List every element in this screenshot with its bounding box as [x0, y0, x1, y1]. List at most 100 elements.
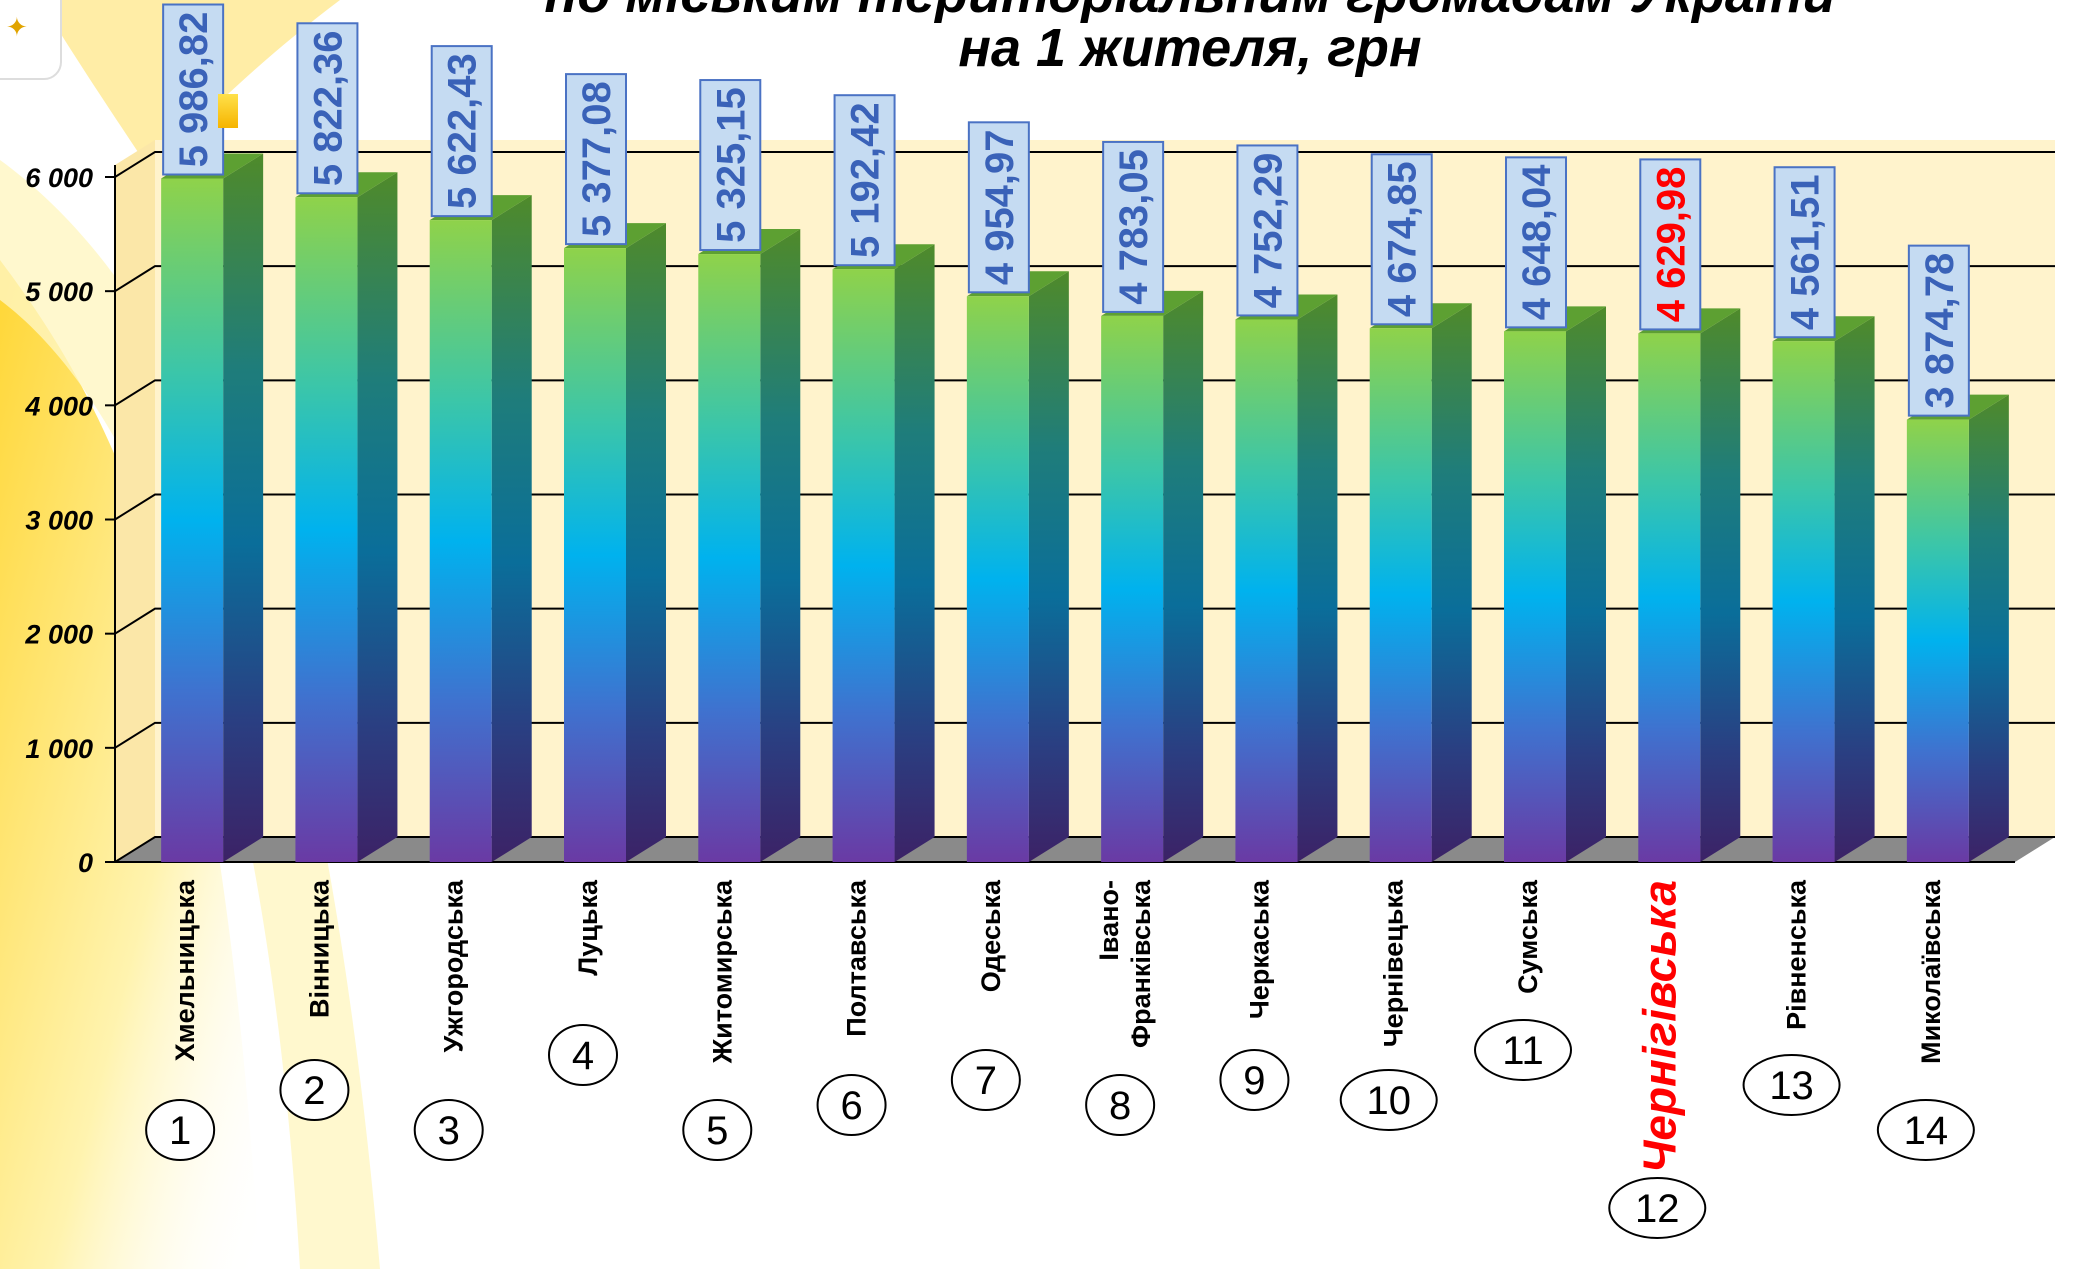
value-label: 4 954,97: [978, 129, 1022, 285]
bar: [832, 269, 895, 862]
category-label: Івано-Франківська: [1094, 879, 1156, 1048]
category-label: Чернігівська: [1633, 880, 1685, 1173]
bar-side-face: [760, 229, 801, 862]
value-label: 5 986,82: [172, 12, 216, 168]
value-label: 4 648,04: [1515, 164, 1559, 320]
rank-circle: [682, 1099, 753, 1161]
rank-number: 13: [1769, 1064, 1814, 1108]
value-label: 4 674,85: [1381, 161, 1425, 317]
bar: [1772, 341, 1835, 862]
rank-number: 12: [1635, 1187, 1680, 1231]
bar: [1369, 328, 1432, 862]
rank-circle: [1742, 1054, 1841, 1116]
rank-circle: [1339, 1069, 1438, 1131]
value-label: 4 752,29: [1246, 153, 1290, 309]
bar-side-face: [223, 153, 264, 863]
rank-circle: [1876, 1099, 1975, 1161]
value-label: 5 192,42: [844, 102, 888, 258]
value-label-box: [1236, 144, 1299, 317]
bar-side-face: [894, 244, 935, 862]
bar: [295, 197, 358, 862]
rank-circle: [413, 1099, 484, 1161]
value-label-box: [1639, 158, 1702, 331]
rank-number: 10: [1366, 1079, 1411, 1123]
value-label-box: [1370, 153, 1433, 326]
bar-side-face: [1968, 394, 2009, 862]
rank-circle: [1085, 1074, 1156, 1136]
category-label: Житомирська: [707, 879, 737, 1064]
category-label: Рівненська: [1782, 879, 1812, 1030]
y-tick-label: 2 000: [24, 620, 93, 650]
category-label: Чернівецька: [1379, 879, 1409, 1047]
bar: [1235, 319, 1298, 862]
rank-circle: [548, 1024, 618, 1086]
rank-circle: [145, 1099, 216, 1161]
bar: [966, 296, 1029, 862]
value-label-box: [565, 73, 627, 246]
value-label-box: [1907, 244, 1970, 417]
value-label: 5 377,08: [575, 81, 619, 237]
rank-circle: [950, 1049, 1021, 1111]
bar-side-face: [1700, 308, 1741, 862]
bar: [564, 248, 626, 862]
rank-number: 7: [975, 1059, 997, 1103]
bar-side-face: [357, 172, 398, 862]
rank-number: 3: [438, 1109, 460, 1153]
category-label: Вінницька: [304, 879, 334, 1018]
category-label: Хмельницька: [170, 879, 200, 1061]
bar-side-face: [1028, 271, 1069, 862]
bar: [429, 220, 492, 863]
category-label: Черкаська: [1244, 879, 1274, 1019]
bar-side-face: [1834, 316, 1875, 862]
bar-side-face: [491, 195, 532, 863]
rank-number: 11: [1502, 1029, 1544, 1073]
rank-number: 14: [1904, 1109, 1949, 1153]
gridline: [114, 151, 2055, 178]
rank-circle: [1608, 1177, 1707, 1239]
value-label-box: [833, 94, 896, 267]
rank-number: 2: [303, 1069, 325, 1113]
value-label: 4 783,05: [1112, 149, 1156, 305]
value-label: 4 561,51: [1784, 174, 1828, 330]
y-tick-label: 3 000: [25, 506, 93, 536]
bar: [1101, 315, 1164, 862]
emblem-logo: ✦: [0, 0, 62, 80]
plot-floor: [115, 837, 2055, 862]
plot-side-wall: [115, 140, 155, 862]
y-tick-label: 5 000: [25, 277, 93, 307]
value-label-box: [699, 79, 762, 252]
rank-number: 9: [1243, 1059, 1265, 1103]
value-label: 3 874,78: [1918, 253, 1962, 409]
rank-circle: [1474, 1019, 1572, 1081]
y-tick-label: 0: [78, 848, 93, 878]
chart-title-line-2: на 1 жителя, грн: [958, 18, 1422, 78]
category-label: Полтавська: [842, 879, 872, 1037]
bar-side-face: [1163, 290, 1204, 862]
value-label-box: [430, 45, 493, 218]
bar: [1906, 419, 1969, 862]
value-label: 5 622,43: [441, 53, 485, 209]
decorative-marker: [218, 94, 238, 128]
rank-circle: [816, 1074, 887, 1136]
value-label: 5 822,36: [306, 30, 350, 186]
rank-number: 1: [169, 1109, 191, 1153]
bar: [161, 178, 224, 863]
value-label-box: [1102, 140, 1165, 313]
background-swoosh-light: [0, 160, 380, 1269]
rank-circle: [1219, 1049, 1290, 1111]
value-label: 4 629,98: [1649, 167, 1693, 323]
y-tick-label: 4 000: [24, 391, 93, 421]
value-label-box: [162, 3, 225, 176]
rank-circle: [279, 1059, 350, 1121]
rank-number: 5: [706, 1109, 728, 1153]
rank-number: 6: [840, 1084, 862, 1128]
rank-number: 4: [572, 1034, 594, 1078]
value-label-box: [967, 121, 1030, 294]
bar: [698, 254, 761, 862]
value-label-box: [296, 22, 359, 195]
value-label-box: [1505, 156, 1567, 329]
bar: [1504, 331, 1566, 862]
category-label: Луцька: [573, 879, 603, 976]
